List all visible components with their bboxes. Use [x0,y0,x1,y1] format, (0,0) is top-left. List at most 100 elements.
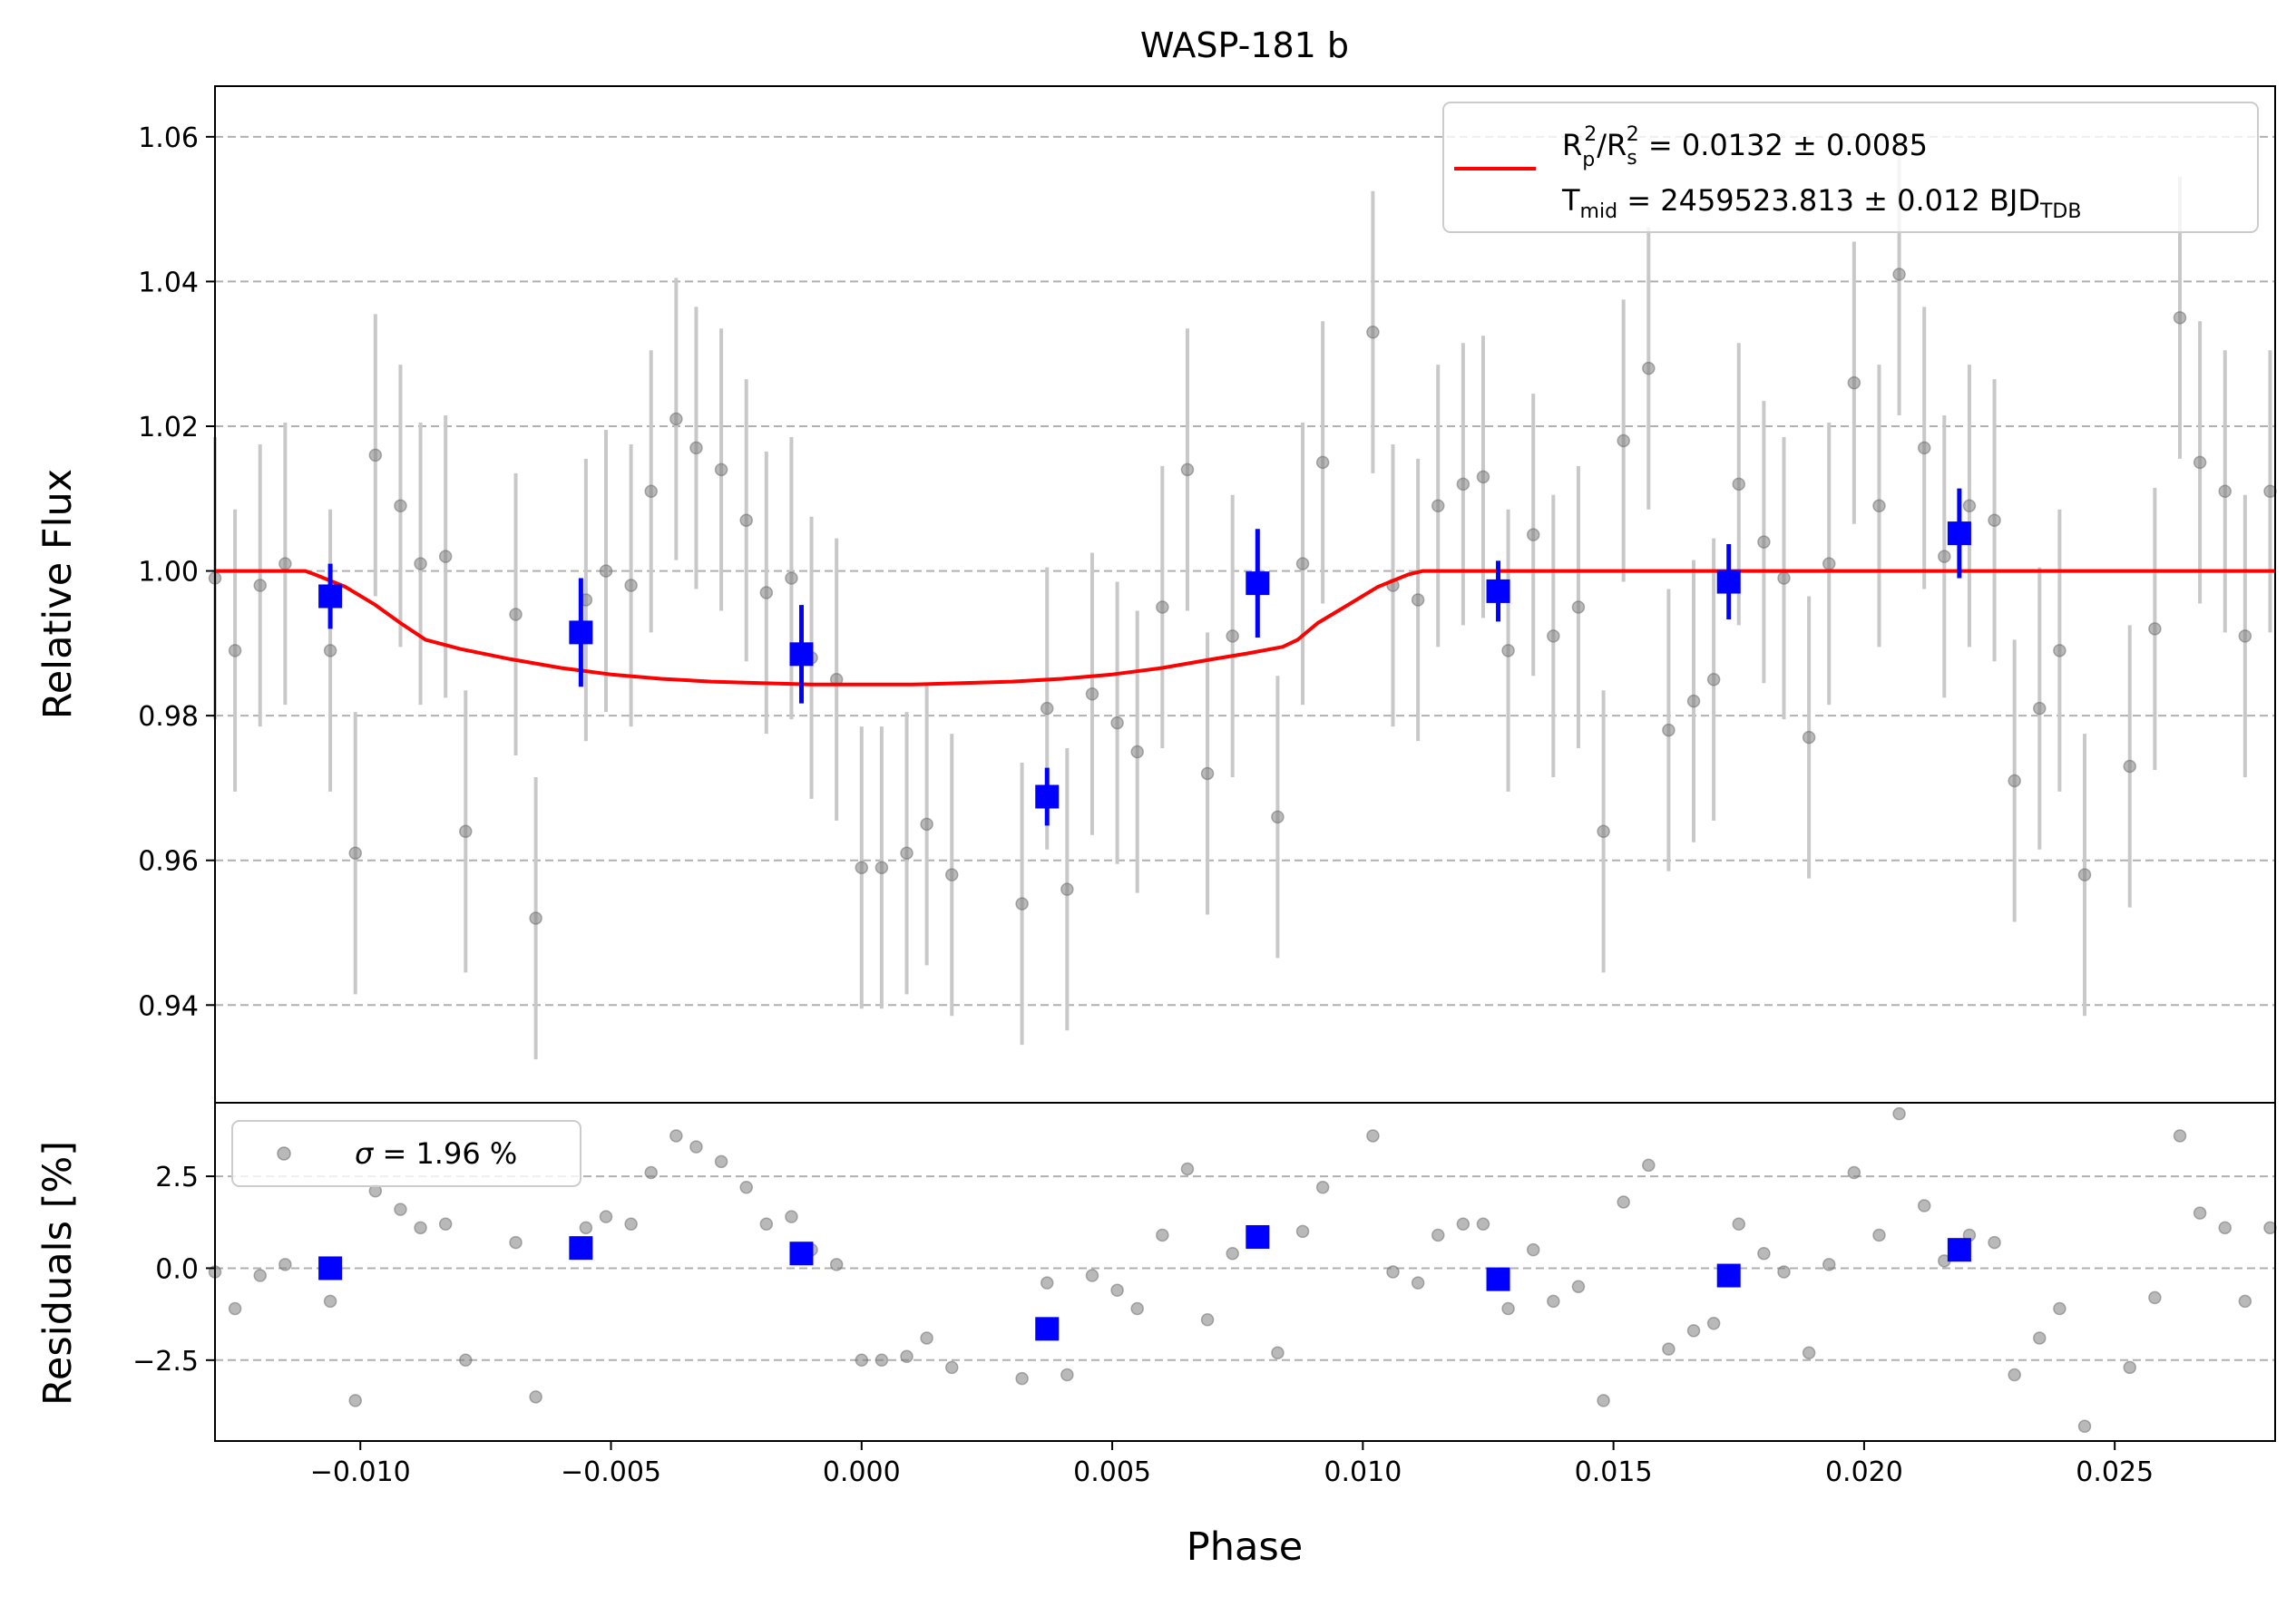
residual-binned-point [1947,1238,1971,1262]
residual-point [1476,1217,1490,1232]
top-data-points [208,268,2277,925]
data-point [459,824,473,839]
residual-point [1180,1162,1195,1176]
residual-point [1110,1283,1124,1298]
data-point [1757,535,1771,549]
data-point [624,579,638,592]
data-point [1015,897,1029,910]
data-point [1847,375,1861,390]
x-tick-label: 0.025 [2076,1456,2154,1488]
data-point [2008,774,2021,788]
residual-point [1892,1106,1906,1121]
residual-point [1732,1217,1746,1232]
residual-point [945,1360,959,1375]
data-point [1802,730,1816,745]
top-y-tick-label: 1.00 [138,557,199,589]
data-point [2173,311,2187,325]
residual-binned-point [318,1256,343,1281]
data-point [1526,528,1540,541]
data-point [759,586,774,599]
top-model-curve [215,569,2275,687]
residual-point [1015,1371,1029,1386]
residual-point [1822,1258,1836,1271]
model-curve [215,569,2275,687]
residual-point [1917,1199,1931,1212]
binned-point [1035,784,1060,809]
residual-point [599,1210,613,1223]
residual-point [2008,1368,2021,1382]
residual-point [2148,1290,2162,1305]
top-gridlines [215,135,2275,1007]
binned-point [1716,570,1741,594]
residual-point [785,1210,798,1223]
top-legend: Rp2/Rs2 = 0.0132 ± 0.0085 Tmid = 2459523… [1442,102,2259,233]
data-point [1040,701,1054,716]
x-tick-label: 0.015 [1575,1456,1653,1488]
chart-title: WASP-181 b [1140,25,1349,65]
residual-point [920,1331,933,1345]
residual-binned-point [1486,1267,1510,1291]
legend-residual-marker [277,1146,291,1161]
x-axis-label: Phase [1187,1524,1303,1570]
data-point [1822,557,1836,570]
data-point [1271,810,1285,824]
data-point [689,441,703,455]
residual-point [1226,1246,1239,1261]
data-point [1476,470,1490,484]
binned-point [789,642,814,667]
data-point [1872,499,1886,513]
residual-point [1802,1346,1816,1359]
data-point [2053,644,2066,657]
data-point [644,484,658,499]
data-point [278,557,292,570]
residual-point [1085,1269,1099,1282]
residual-point [394,1203,407,1216]
binned-point [569,620,593,645]
top-y-axis: 0.94 0.96 0.98 1.00 1.02 1.04 1.06 [138,122,215,1022]
data-point [1917,441,1931,455]
residual-point [1706,1317,1721,1330]
data-point [1988,513,2001,527]
binned-point [318,584,343,609]
data-point [228,644,242,657]
residual-point [644,1165,658,1180]
data-point [348,846,362,860]
data-point [1226,629,1239,643]
residual-point [1642,1158,1656,1173]
residual-point [509,1235,523,1250]
data-point [1938,550,1951,563]
residual-point [1777,1265,1791,1279]
top-y-tick-label: 1.04 [138,267,199,298]
residual-point [228,1301,242,1316]
data-point [1085,687,1099,701]
top-y-tick-label: 0.94 [138,990,199,1022]
data-point [414,557,427,570]
data-point [1411,593,1425,607]
residual-point [2033,1331,2047,1345]
residual-point [1456,1217,1470,1232]
data-point [529,911,542,925]
residual-point [1386,1265,1400,1279]
data-point [1571,600,1586,614]
data-point [1686,694,1701,708]
residual-point [900,1349,914,1363]
residual-point [759,1217,774,1232]
data-point [438,550,453,563]
data-point [1366,326,1380,339]
residual-point [323,1294,337,1309]
data-point [2238,629,2252,643]
x-tick-label: −0.010 [310,1456,411,1488]
residual-point [414,1221,427,1235]
residual-point [1060,1368,1074,1382]
data-point [1295,557,1310,570]
residual-point [1847,1165,1861,1180]
residual-point [459,1353,473,1368]
residual-point [253,1269,267,1282]
residual-point [529,1390,542,1404]
data-point [669,412,683,426]
data-point [2148,622,2162,636]
residual-point [1156,1228,1169,1242]
bottom-legend-box [231,1120,581,1187]
data-point [1130,745,1144,759]
